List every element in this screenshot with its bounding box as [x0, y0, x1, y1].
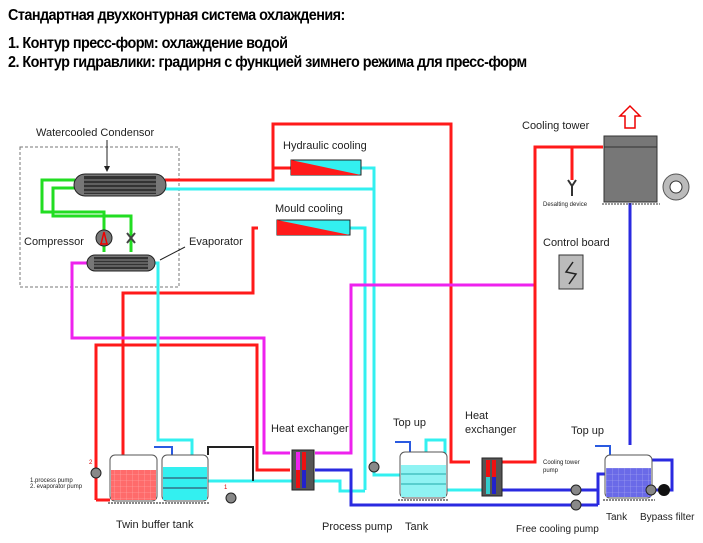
expansion-valve-icon: [126, 232, 136, 244]
return-pipe-evaporator: [70, 261, 290, 455]
control-board-label: Control board: [543, 237, 610, 249]
lightning-icon: [564, 261, 578, 285]
cooling-tower-pump-label-a: Cooling tower: [543, 460, 580, 466]
process-pump-icon: [225, 492, 237, 504]
heat-exchanger-1: [291, 449, 315, 491]
condensor-pointer-head: [104, 166, 110, 172]
pump-legend-2: 2. evaporator pump: [30, 484, 83, 490]
hydraulic-cooling-label: Hydraulic cooling: [283, 140, 367, 152]
refrigerant-pipe: [40, 178, 133, 252]
control-board-icon: [558, 254, 584, 290]
heat-exchanger-2: [481, 457, 503, 497]
pump-number-2: 2: [89, 460, 93, 466]
heat-exchanger-2-label-a: Heat: [465, 410, 488, 422]
hot-water-pipe-mould: [121, 226, 258, 455]
cooling-tower-label: Cooling tower: [522, 120, 590, 132]
red-buffer-tank: [109, 454, 158, 502]
chiller-frame: [19, 146, 180, 288]
cold-pipe-evaporator: [155, 261, 194, 455]
pump-legend-1: 1.process pump: [30, 478, 73, 484]
process-pump-label: Process pump: [322, 521, 392, 533]
desalting-label: Desalting device: [543, 202, 588, 208]
free-cooling-pump-icon: [570, 499, 582, 511]
watercooled-condensor: [73, 173, 167, 197]
cold-water-pipe-mould: [350, 226, 367, 490]
heat-exchanger-1-label: Heat exchanger: [271, 423, 349, 435]
bypass-pump-icon: [645, 484, 657, 496]
bypass-filter-label: Bypass filter: [640, 512, 695, 523]
tower-tank: [604, 454, 653, 499]
tower-water-exchanger: [315, 468, 605, 507]
exhaust-arrow-icon: [618, 104, 642, 129]
hydraulic-cooler: [290, 159, 362, 176]
pipes: [40, 122, 674, 507]
mould-cooler: [276, 219, 351, 236]
slide-point-2: 2. Контур гидравлики: градирня с функцие…: [8, 54, 527, 71]
twin-buffer-tank-label: Twin buffer tank: [116, 519, 194, 531]
cooling-tower-pump-icon: [570, 484, 582, 496]
top-up-1-label: Top up: [393, 417, 426, 429]
tank-2-label: Tank: [606, 512, 628, 523]
return-pipe-tower: [315, 283, 535, 455]
tank-1-label: Tank: [405, 521, 429, 533]
evaporator-pump-icon: [90, 467, 102, 479]
cold-pipe-process: [208, 479, 365, 493]
tower-hot-pipe: [500, 145, 603, 464]
bypass-filter-icon: [658, 484, 670, 496]
compressor-label: Compressor: [24, 236, 84, 248]
cyan-buffer-tank: [161, 454, 209, 502]
vent-pipe: [207, 446, 254, 481]
compressor-icon: [95, 229, 113, 247]
free-cooling-pump-label: Free cooling pump: [516, 524, 599, 535]
condensor-label: Watercooled Condensor: [36, 127, 155, 139]
evaporator-label: Evaporator: [189, 236, 243, 248]
evaporator: [86, 254, 156, 272]
top-up-2-label: Top up: [571, 425, 604, 437]
compressor-symbol: [100, 231, 108, 245]
tank-bases: [108, 499, 655, 504]
pumps: [90, 461, 657, 511]
hot-water-pipe-exchanger: [94, 343, 290, 500]
desalting-device-icon: [567, 179, 577, 196]
cold-water-pipe-condenser: [165, 166, 376, 465]
slide-point-1: 1. Контур пресс-форм: охлаждение водой: [8, 35, 288, 52]
cooling-tower: [602, 135, 690, 205]
topup-pipes: [154, 441, 611, 455]
pump-number-1: 1: [224, 485, 228, 491]
heat-exchanger-2-label-b: exchanger: [465, 424, 517, 436]
slide-title: Стандартная двухконтурная система охлажд…: [8, 7, 345, 24]
top-up-pump-icon: [368, 461, 380, 473]
process-tank: [399, 451, 448, 499]
mould-cooling-label: Mould cooling: [275, 203, 343, 215]
hot-water-pipe-hydraulic: [165, 122, 470, 464]
cooling-tower-pump-label-b: pump: [543, 468, 559, 474]
evaporator-pointer: [159, 246, 186, 261]
